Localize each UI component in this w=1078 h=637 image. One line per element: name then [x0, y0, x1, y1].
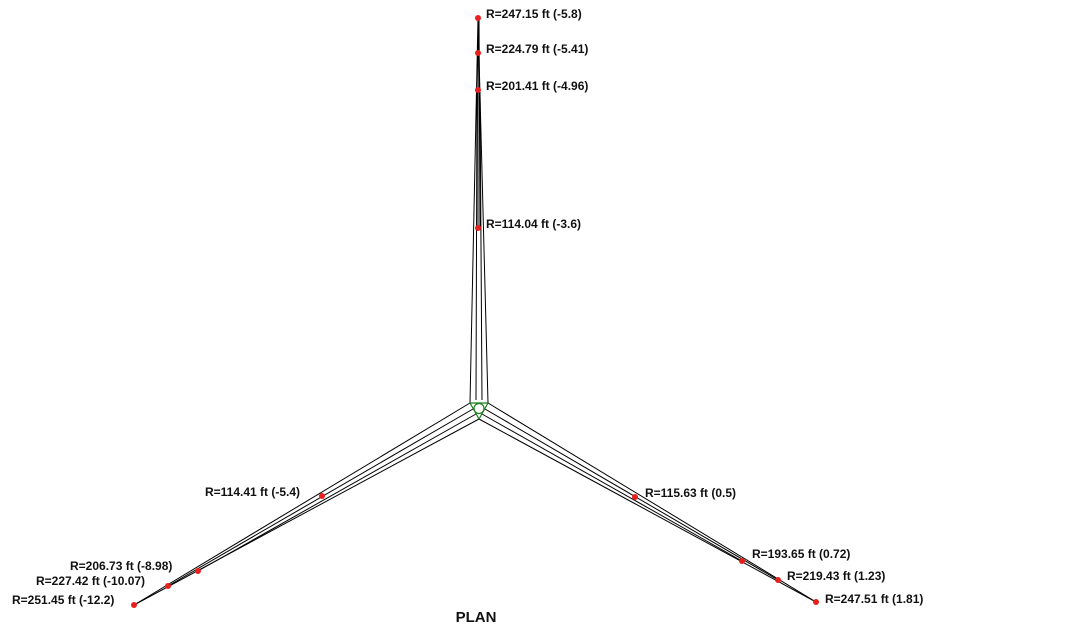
southwest-point-label: R=114.41 ft (-5.4) [205, 485, 300, 499]
southwest-leg-line [197, 413, 477, 572]
southeast-anchor-point [813, 599, 819, 605]
southeast-leg-line [484, 408, 779, 581]
center-circle [473, 402, 485, 415]
southwest-anchor-point [195, 568, 201, 574]
southwest-leg-line [133, 418, 480, 606]
north-point-label: R=247.15 ft (-5.8) [486, 7, 582, 21]
north-leg-line [479, 89, 483, 401]
southwest-anchor-point [319, 493, 325, 499]
southwest-anchor-point [165, 583, 171, 589]
southeast-leg-lines [478, 402, 817, 603]
southeast-point-label: R=193.65 ft (0.72) [752, 547, 850, 561]
north-anchor-point [475, 15, 481, 21]
center-base [468, 402, 490, 421]
southeast-point-label: R=219.43 ft (1.23) [787, 569, 885, 583]
anchor-points [131, 15, 819, 608]
southeast-leg-line [487, 402, 817, 603]
north-point-label: R=224.79 ft (-5.41) [486, 42, 588, 56]
southeast-anchor-point [739, 558, 745, 564]
southeast-leg-line [481, 413, 743, 562]
north-point-label: R=201.41 ft (-4.96) [486, 79, 588, 93]
southwest-anchor-point [131, 602, 137, 608]
north-anchor-point [475, 50, 481, 56]
southeast-point-label: R=115.63 ft (0.5) [645, 486, 736, 500]
southeast-leg-line [478, 418, 817, 603]
diagram-title: PLAN [456, 609, 497, 626]
north-point-label: R=114.04 ft (-3.6) [486, 217, 581, 231]
southeast-point-label: R=247.51 ft (1.81) [825, 592, 923, 606]
southwest-point-label: R=206.73 ft (-8.98) [70, 559, 172, 573]
southwest-point-label: R=227.42 ft (-10.07) [36, 574, 145, 588]
north-leg-lines [469, 17, 489, 404]
north-anchor-point [475, 225, 481, 231]
southeast-anchor-point [775, 577, 781, 583]
north-anchor-point [475, 87, 481, 93]
point-labels: R=114.04 ft (-3.6) R=201.41 ft (-4.96) R=2… [12, 7, 923, 607]
southwest-point-label: R=251.45 ft (-12.2) [12, 593, 114, 607]
southwest-leg-line [133, 402, 471, 606]
north-leg-line [475, 89, 478, 401]
southeast-anchor-point [632, 494, 638, 500]
north-leg-line [469, 17, 479, 404]
